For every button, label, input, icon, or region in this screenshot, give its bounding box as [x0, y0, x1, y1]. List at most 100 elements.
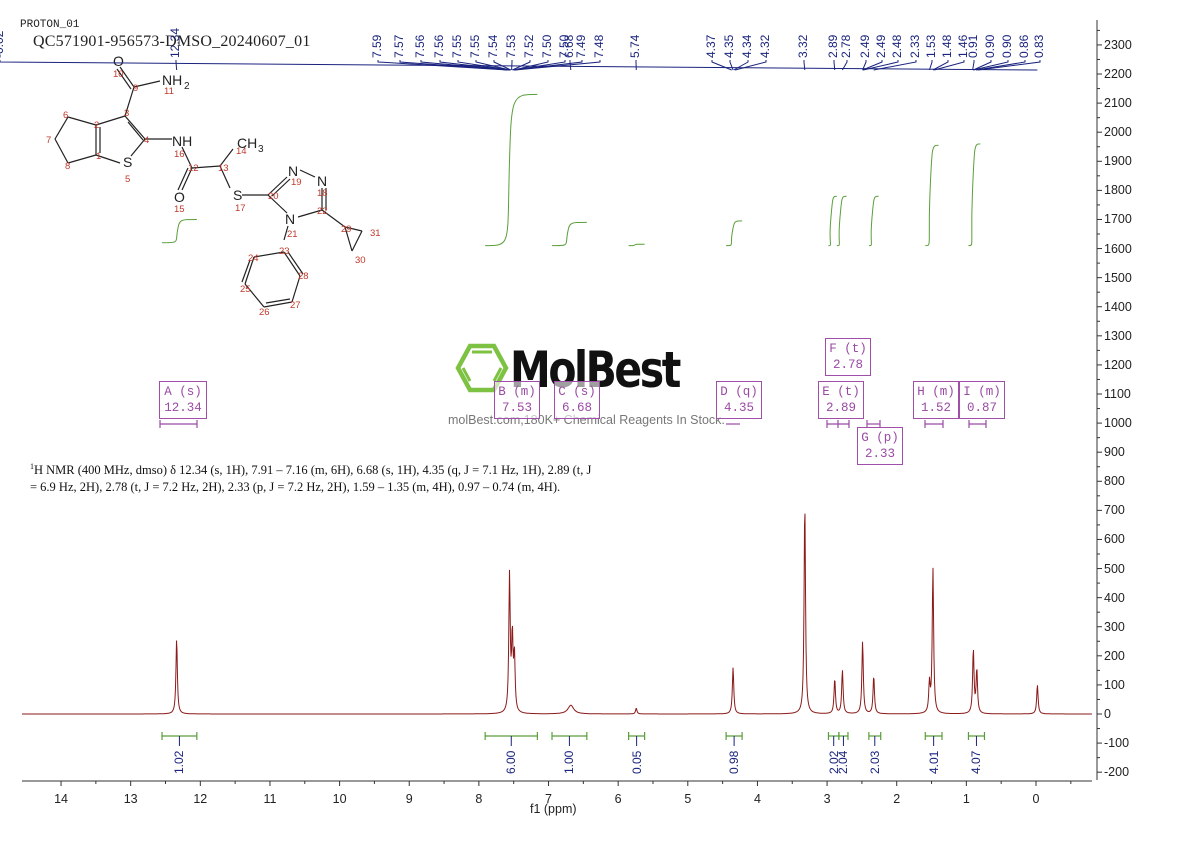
integral-brackets [161, 732, 986, 746]
peak-label: 0.90 [1000, 34, 1014, 58]
peak-label: 5.74 [628, 34, 642, 58]
integral-curves [162, 93, 981, 247]
multiplet-box-f: F (t) 2.78 [825, 338, 871, 376]
nmr-description: 1H NMR (400 MHz, dmso) δ 12.34 (s, 1H), … [30, 462, 592, 495]
integral-value: 4.07 [969, 750, 984, 774]
multiplet-box-i: I (m) 0.87 [959, 381, 1005, 419]
peak-label: 7.52 [522, 34, 536, 58]
experiment-name: PROTON_01 [20, 19, 80, 31]
svg-text:N: N [285, 211, 295, 227]
peak-label: 3.32 [796, 34, 810, 58]
svg-text:20: 20 [268, 191, 279, 202]
svg-text:28: 28 [298, 271, 309, 282]
svg-text:15: 15 [174, 204, 185, 215]
svg-text:7: 7 [46, 135, 51, 146]
x-tick-label: 0 [1032, 792, 1040, 806]
spectrum-trace [22, 513, 1092, 715]
y-tick-label: 1500 [1104, 270, 1132, 285]
svg-text:4: 4 [144, 135, 149, 146]
y-tick-label: 2000 [1104, 125, 1132, 140]
svg-text:S: S [123, 154, 132, 170]
y-tick-label: 100 [1104, 677, 1125, 692]
x-tick-label: 3 [823, 792, 831, 806]
svg-text:16: 16 [174, 149, 185, 160]
chemical-structure [54, 66, 363, 308]
svg-text:21: 21 [287, 229, 298, 240]
peak-label: 2.78 [839, 34, 853, 58]
multiplet-box-e: E (t) 2.89 [818, 381, 864, 419]
y-tick-label: 600 [1104, 532, 1125, 547]
svg-text:O: O [174, 189, 185, 205]
svg-text:19: 19 [291, 177, 302, 188]
peak-label: 4.35 [722, 34, 736, 58]
svg-text:5: 5 [125, 174, 130, 185]
svg-text:17: 17 [235, 203, 246, 214]
y-tick-label: 1200 [1104, 357, 1132, 372]
sample-title: QC571901-956573-DMSO_20240607_01 [33, 33, 311, 50]
svg-text:N: N [288, 163, 298, 179]
peak-label: 1.53 [924, 34, 938, 58]
x-tick-label: 6 [614, 792, 622, 806]
peak-label: 7.55 [450, 34, 464, 58]
svg-text:N: N [317, 173, 327, 189]
peak-label: 7.56 [432, 34, 446, 58]
y-tick-label: 1100 [1104, 387, 1131, 401]
svg-text:14: 14 [236, 146, 247, 157]
y-tick-label: 1900 [1104, 154, 1132, 169]
svg-text:3: 3 [258, 144, 264, 155]
peak-label: 7.49 [574, 34, 588, 58]
svg-text:31: 31 [370, 228, 381, 239]
y-tick-label: 1800 [1104, 183, 1132, 198]
svg-text:3: 3 [124, 108, 129, 119]
svg-text:NH: NH [162, 72, 182, 88]
y-tick-label: 700 [1104, 503, 1125, 518]
peak-label: 4.37 [704, 34, 718, 58]
peak-label: 4.32 [758, 34, 772, 58]
x-tick-label: 1 [962, 792, 970, 806]
svg-text:O: O [113, 53, 124, 69]
multiplet-box-c: C (s) 6.68 [554, 381, 600, 419]
peak-label: 1.48 [940, 34, 954, 58]
y-tick-label: -200 [1104, 765, 1130, 780]
svg-text:26: 26 [259, 307, 270, 318]
peak-label: 0.91 [966, 34, 980, 58]
y-axis [1096, 20, 1102, 780]
y-tick-label: 500 [1104, 561, 1125, 576]
y-tick-label: 400 [1104, 590, 1125, 605]
peak-label: 2.49 [874, 34, 888, 58]
multiplet-box-a: A (s) 12.34 [159, 381, 207, 419]
svg-text:13: 13 [218, 163, 229, 174]
integral-value: 2.03 [867, 750, 882, 774]
peak-label: 0.86 [1017, 34, 1031, 58]
x-tick-label: 10 [332, 792, 347, 806]
svg-text:25: 25 [240, 284, 251, 295]
integral-value: 0.05 [629, 750, 644, 774]
svg-text:27: 27 [290, 300, 301, 311]
peak-label: 7.48 [592, 34, 606, 58]
multiplet-box-b: B (m) 7.53 [494, 381, 540, 419]
y-tick-label: 1300 [1104, 328, 1132, 343]
peak-label: 7.53 [504, 34, 518, 58]
x-tick-label: 12 [193, 792, 208, 806]
x-tick-label: 2 [893, 792, 901, 806]
svg-text:24: 24 [248, 253, 259, 264]
peak-label: 7.55 [468, 34, 482, 58]
y-tick-label: 2300 [1104, 37, 1132, 52]
x-tick-label: 7 [545, 792, 552, 806]
svg-text:2: 2 [94, 120, 99, 131]
peak-label: 7.59 [370, 34, 384, 58]
y-tick-label: 200 [1104, 648, 1125, 663]
peak-label: 0.90 [983, 34, 997, 58]
svg-text:23: 23 [279, 246, 290, 257]
peak-pick-lines [0, 60, 1041, 71]
y-tick-label: 1600 [1104, 241, 1132, 256]
peak-label: 7.50 [540, 34, 554, 58]
peak-label: 7.57 [392, 34, 406, 58]
x-tick-label: 11 [263, 792, 277, 806]
svg-text:22: 22 [317, 206, 328, 217]
svg-text:10: 10 [113, 69, 124, 80]
y-tick-label: 2200 [1104, 67, 1132, 82]
peak-label: 2.48 [890, 34, 904, 58]
peak-label: -0.02 [0, 30, 6, 58]
